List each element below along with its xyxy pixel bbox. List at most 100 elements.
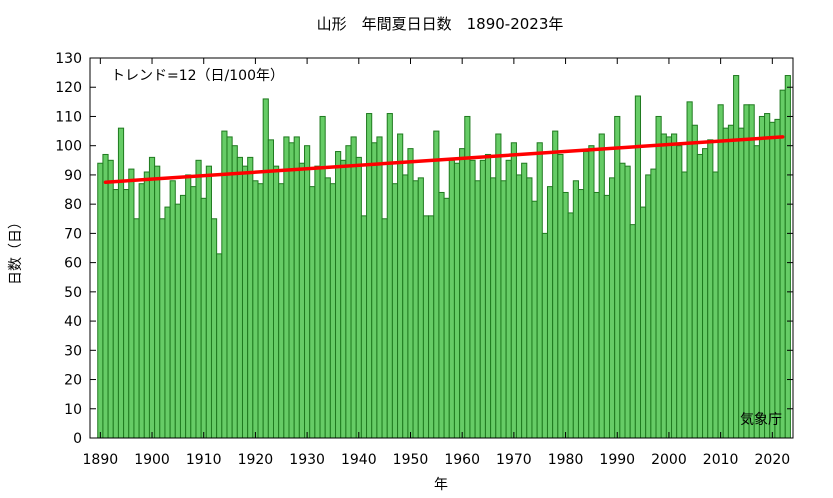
bar-1973 <box>527 178 532 438</box>
bar-1983 <box>578 190 583 438</box>
bar-2019 <box>765 114 770 438</box>
bar-1989 <box>610 178 615 438</box>
bar-1890 <box>98 163 103 438</box>
bar-1952 <box>418 178 423 438</box>
bar-1940 <box>356 157 361 438</box>
bar-1999 <box>661 134 666 438</box>
trend-label: トレンド=12（日/100年） <box>111 68 284 84</box>
bar-1975 <box>537 143 542 438</box>
x-tick-label: 1970 <box>496 452 532 468</box>
bar-1924 <box>274 166 279 438</box>
bar-1964 <box>480 160 485 438</box>
x-tick-label: 1920 <box>238 452 274 468</box>
x-tick-label: 1990 <box>599 452 635 468</box>
x-tick-label: 1960 <box>444 452 480 468</box>
bar-1951 <box>413 181 418 438</box>
bar-1988 <box>604 195 609 438</box>
bar-2022 <box>780 90 785 438</box>
bar-1902 <box>160 219 165 438</box>
bar-2007 <box>703 149 708 438</box>
bar-1891 <box>103 154 108 438</box>
bar-2018 <box>759 116 764 438</box>
bar-1905 <box>175 204 180 438</box>
credit-label: 気象庁 <box>740 412 782 428</box>
bar-1941 <box>361 216 366 438</box>
bar-1936 <box>336 152 341 438</box>
y-tick-label: 110 <box>55 109 82 125</box>
bar-1986 <box>594 192 599 438</box>
y-tick-label: 0 <box>73 431 82 447</box>
bar-1995 <box>641 207 646 438</box>
bar-1950 <box>408 149 413 438</box>
y-tick-label: 80 <box>64 197 82 213</box>
bar-2021 <box>775 119 780 438</box>
bar-1904 <box>170 181 175 438</box>
bar-2014 <box>739 128 744 438</box>
bar-1954 <box>429 216 434 438</box>
bar-2023 <box>785 76 790 438</box>
y-tick-label: 90 <box>64 168 82 184</box>
bar-1913 <box>217 254 222 438</box>
bar-1914 <box>222 131 227 438</box>
bar-1927 <box>289 143 294 438</box>
bar-1981 <box>568 213 573 438</box>
bar-2013 <box>734 76 739 438</box>
bar-1993 <box>630 225 635 438</box>
bar-1984 <box>584 152 589 438</box>
bar-1938 <box>346 146 351 438</box>
x-tick-label: 1930 <box>289 452 325 468</box>
bar-1966 <box>491 178 496 438</box>
bar-1970 <box>511 143 516 438</box>
bar-1939 <box>351 137 356 438</box>
bar-1921 <box>258 184 263 438</box>
bar-1987 <box>599 134 604 438</box>
bar-1934 <box>325 178 330 438</box>
bar-2020 <box>770 122 775 438</box>
bar-1930 <box>305 146 310 438</box>
bar-2003 <box>682 172 687 438</box>
bar-1961 <box>465 116 470 438</box>
bar-1907 <box>186 175 191 438</box>
bar-1897 <box>134 219 139 438</box>
bar-1931 <box>310 187 315 438</box>
x-tick-label: 1940 <box>341 452 377 468</box>
bar-1969 <box>506 160 511 438</box>
bar-1947 <box>392 184 397 438</box>
bar-2001 <box>672 134 677 438</box>
bar-1974 <box>532 201 537 438</box>
x-axis-label: 年 <box>434 477 448 493</box>
bar-1990 <box>615 116 620 438</box>
bar-2004 <box>687 102 692 438</box>
bar-1915 <box>227 137 232 438</box>
bars-group <box>98 76 791 438</box>
bar-1972 <box>522 163 527 438</box>
bar-1943 <box>372 143 377 438</box>
bar-1935 <box>330 184 335 438</box>
bar-1892 <box>108 160 113 438</box>
bar-1992 <box>625 166 630 438</box>
bar-1956 <box>439 192 444 438</box>
bar-1971 <box>516 175 521 438</box>
bar-1917 <box>237 157 242 438</box>
x-tick-label: 2010 <box>703 452 739 468</box>
bar-2017 <box>754 146 759 438</box>
bar-1998 <box>656 116 661 438</box>
x-tick-label: 2020 <box>755 452 791 468</box>
y-tick-label: 100 <box>55 139 82 155</box>
bar-1910 <box>201 198 206 438</box>
bar-1985 <box>589 146 594 438</box>
bar-1920 <box>253 181 258 438</box>
chart: 山形 年間夏日日数 1890-2023年 0102030405060708090… <box>0 0 833 498</box>
bar-2010 <box>718 105 723 438</box>
bar-1906 <box>180 195 185 438</box>
bar-1979 <box>558 154 563 438</box>
bar-2008 <box>708 140 713 438</box>
bar-1899 <box>144 172 149 438</box>
bar-1991 <box>620 163 625 438</box>
bar-2015 <box>744 105 749 438</box>
x-tick-label: 1890 <box>83 452 119 468</box>
bar-1967 <box>496 134 501 438</box>
bar-1955 <box>434 131 439 438</box>
y-tick-label: 40 <box>64 314 82 330</box>
y-tick-label: 60 <box>64 256 82 272</box>
